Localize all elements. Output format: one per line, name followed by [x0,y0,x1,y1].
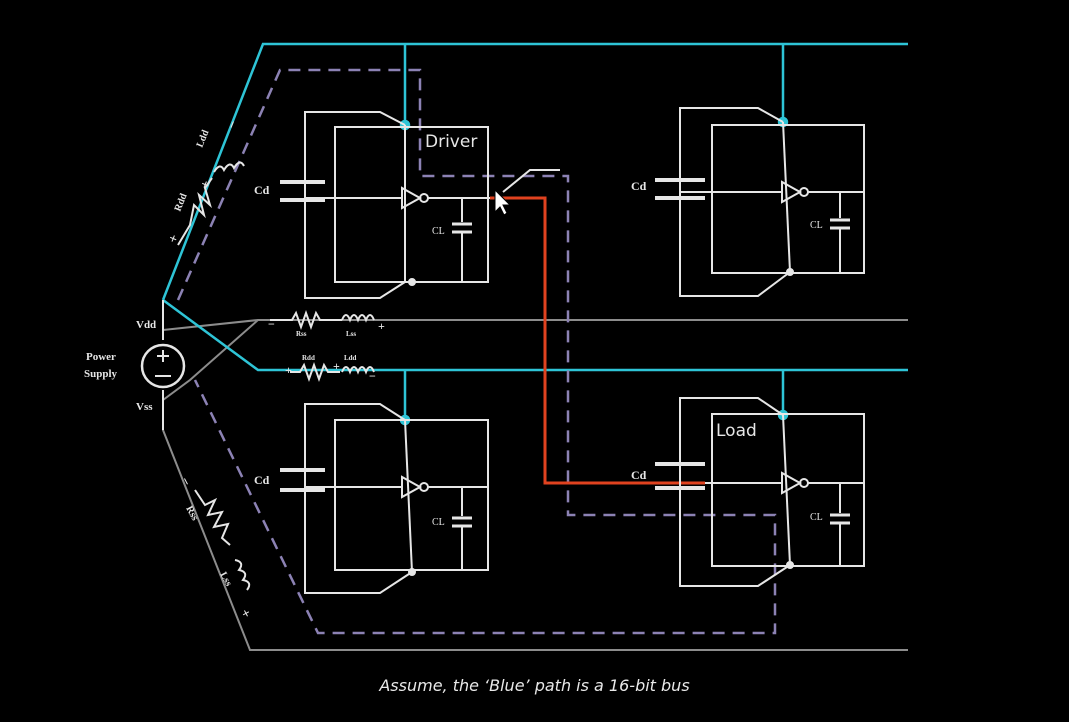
ldd-label-mid: Ldd [344,354,357,362]
bottom-left-cell [280,403,489,594]
rdd-ldd-mid [290,362,375,382]
top-right-cell [655,107,865,297]
signal-path [490,196,705,485]
cl-label-bottom-left: CL [432,517,445,528]
vdd-blue-bus [161,42,908,426]
rss-lss-bottom [194,489,251,591]
driver-label: Driver [425,132,477,152]
rdd-label-mid: Rdd [302,354,315,362]
ldd-label-top: Ldd [195,128,212,149]
load-label: Load [716,421,757,441]
cl-label-driver: CL [432,226,445,237]
cl-label-top-right: CL [810,220,823,231]
driver-cell [280,111,560,299]
slide-caption: Assume, the ‘Blue’ path is a 16-bit bus [379,676,690,695]
cd-label-top-right: Cd [631,179,647,193]
minus-sign-rss-mid: − [268,317,275,331]
minus-sign-ldd-mid: − [369,369,376,383]
cl-label-load: CL [810,512,823,523]
rdd-label-top: Rdd [173,192,190,214]
return-current-path [176,68,777,635]
mouse-cursor-icon [494,188,512,216]
plus-sign-ldd-top: + [198,178,215,191]
rdd-ldd-top [177,161,245,246]
plus-sign-lss-bottom: + [236,607,253,621]
rss-lss-mid [270,310,375,330]
plus-sign-rdd-top: + [166,232,183,245]
lss-label-mid: Lss [346,330,356,338]
cd-label-bottom-left: Cd [254,473,270,487]
vdd-label: Vdd [136,319,156,331]
plus-sign-rdd-mid: + [285,363,292,377]
power-supply-label: Power [86,351,116,363]
load-cell [655,397,865,587]
vss-label: Vss [136,401,153,413]
supply-label: Supply [84,368,118,380]
plus-sign-ldd-mid: + [333,359,340,373]
rss-label-mid: Rss [296,330,307,338]
plus-sign-lss-mid: + [378,319,385,333]
power-supply [140,343,186,389]
cd-label-load: Cd [631,468,647,482]
cd-label-driver: Cd [254,183,270,197]
